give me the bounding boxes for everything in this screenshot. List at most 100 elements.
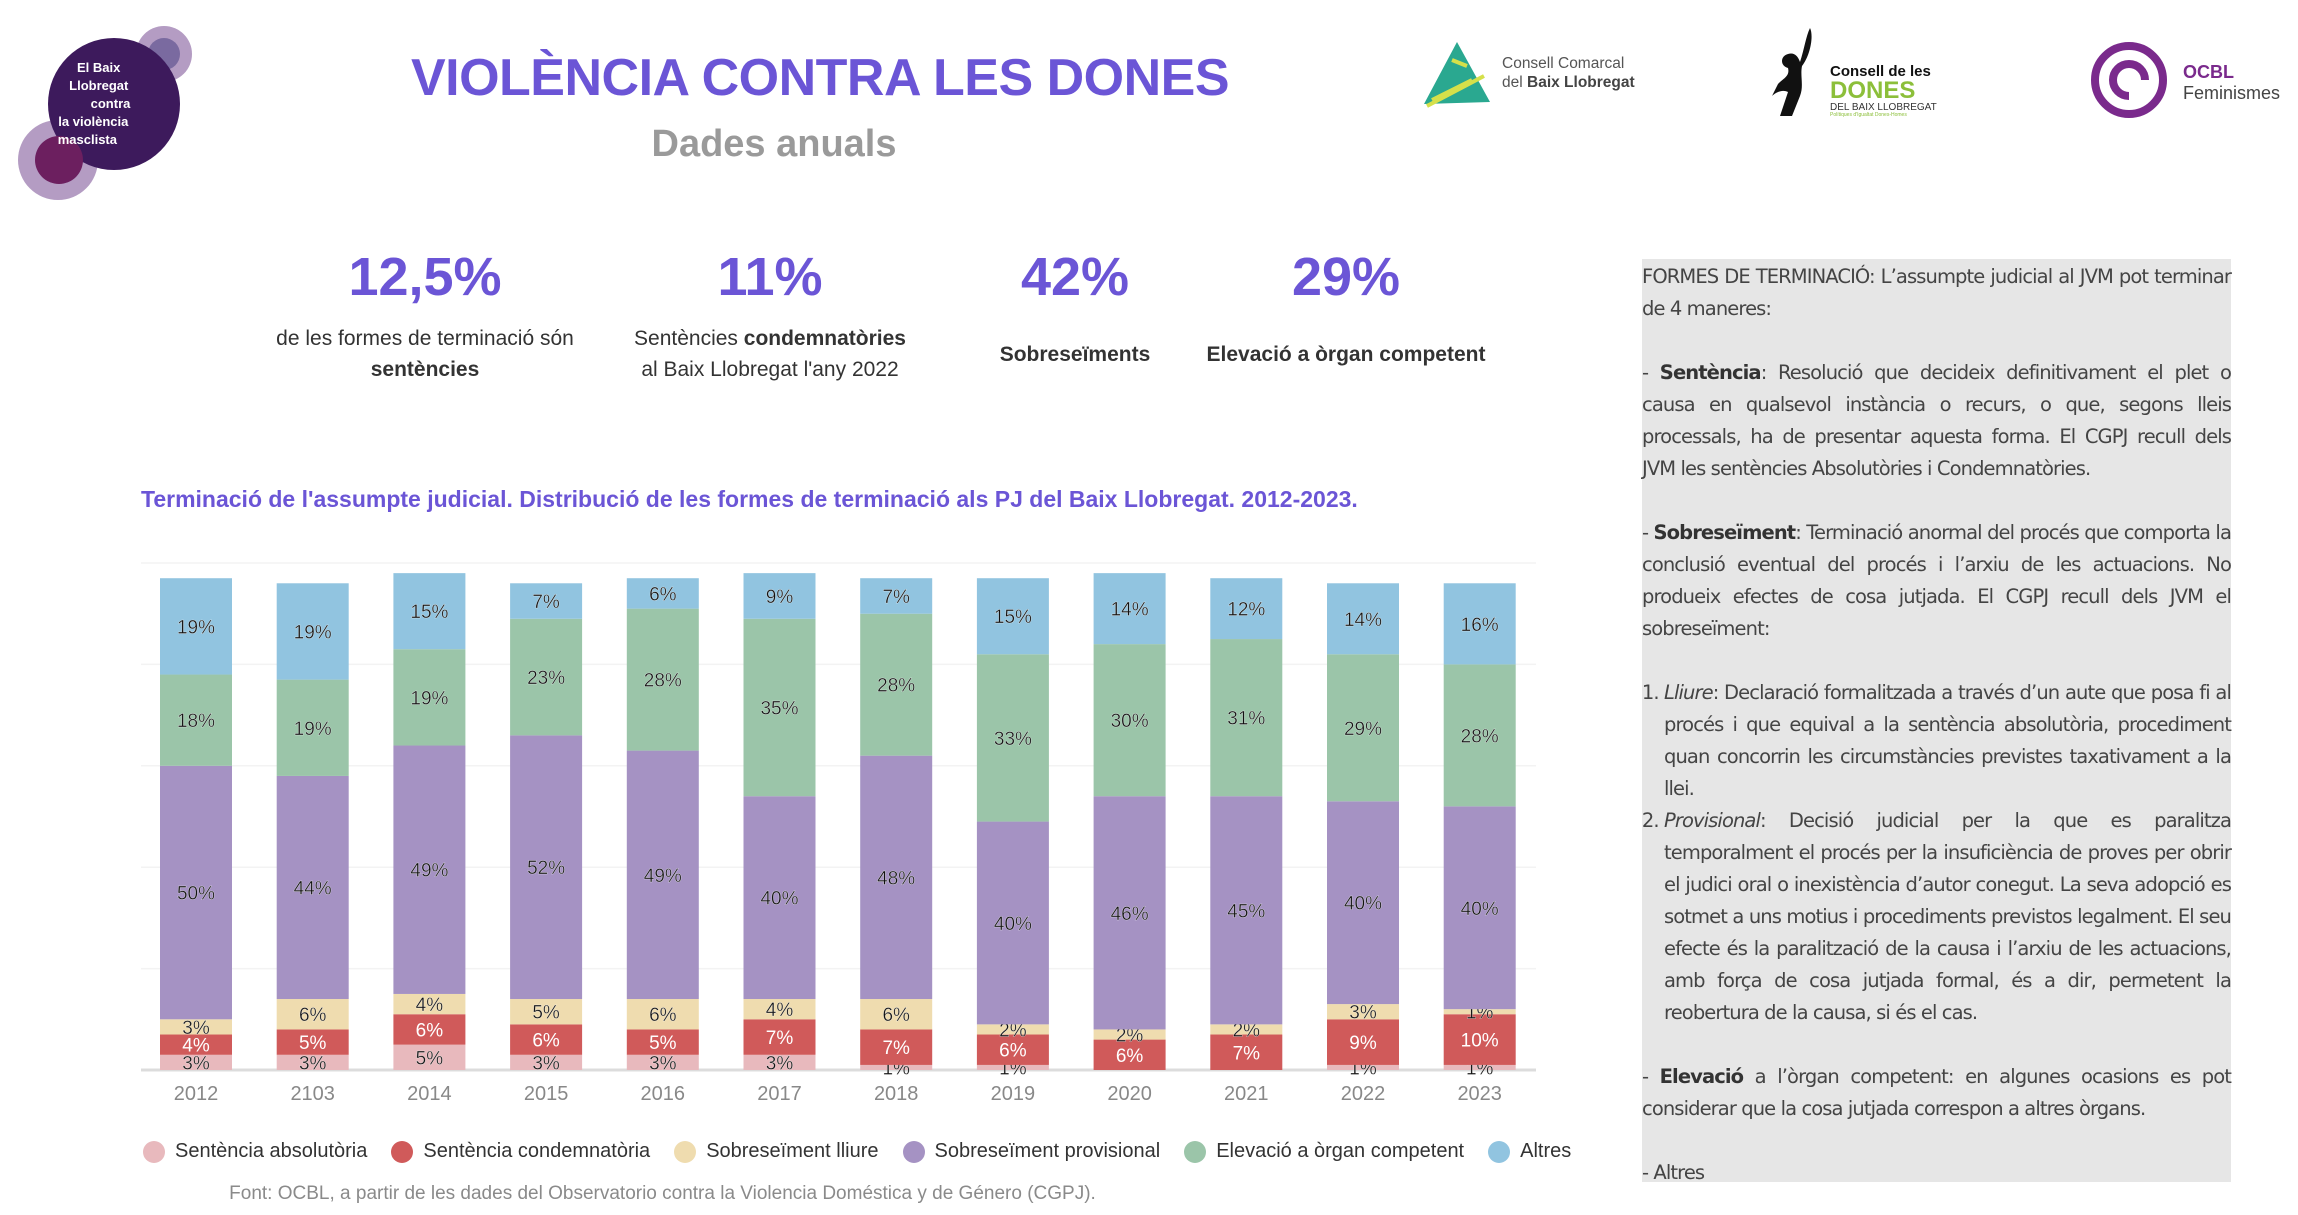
data-label: 19% <box>294 622 332 643</box>
bar-segment <box>1327 1064 1399 1070</box>
data-label: 45% <box>1227 901 1265 922</box>
legend-item: Sobreseïment lliure <box>674 1140 879 1163</box>
stacked-bar-chart: 3%4%3%50%18%19%20123%5%6%44%19%19%21035%… <box>141 562 1536 1105</box>
data-label: 3% <box>766 1053 794 1074</box>
data-label: 40% <box>1344 894 1382 915</box>
bar-segment <box>1210 639 1283 797</box>
panel-altres: - Altres <box>1642 1161 1705 1184</box>
data-label: 4% <box>182 1036 210 1057</box>
data-label: 18% <box>177 711 215 732</box>
bar-segment <box>743 796 816 1000</box>
bar-segment <box>743 1019 816 1055</box>
data-label: 3% <box>182 1053 210 1074</box>
stat-label: al Baix Llobregat l'any 2022 <box>641 358 899 381</box>
bar-segment <box>1093 644 1166 797</box>
x-tick-label: 2021 <box>1224 1083 1269 1105</box>
bar-segment <box>1093 1029 1166 1040</box>
bar-segment <box>160 1034 232 1055</box>
logo-text-line: El Baix <box>77 60 121 75</box>
data-label: 52% <box>527 858 565 879</box>
stat-value: 29% <box>1291 247 1401 307</box>
bar-segment <box>976 578 1049 655</box>
bar-segment <box>510 1054 583 1070</box>
bar-segment <box>860 1029 933 1065</box>
data-label: 5% <box>532 1003 560 1024</box>
data-label: 6% <box>416 1020 444 1041</box>
bar-segment <box>1443 806 1516 1010</box>
stat-label-bold: sentències <box>370 358 480 381</box>
bar-segment <box>160 578 232 675</box>
bar-segment <box>1327 583 1399 655</box>
chart-source: Font: OCBL, a partir de les dades del Ob… <box>229 1183 1096 1204</box>
stat-value: 11% <box>717 247 823 307</box>
data-label: 7% <box>532 592 560 613</box>
stat-label-bold: Elevació a òrgan competent <box>1206 343 1486 366</box>
data-label: 6% <box>532 1031 560 1052</box>
data-label: 28% <box>644 671 682 692</box>
legend-item: Altres <box>1488 1140 1571 1163</box>
x-tick-label: 2014 <box>407 1083 452 1105</box>
term-sentencia: Sentència <box>1659 361 1762 384</box>
data-label: 14% <box>1344 610 1382 631</box>
logo-text-line: Llobregat <box>69 78 129 93</box>
stat-label: Sentències <box>634 327 744 350</box>
legend-swatch-icon <box>143 1140 165 1163</box>
bar-segment <box>1093 1039 1166 1070</box>
data-label: 40% <box>994 914 1032 935</box>
data-label: 6% <box>882 1005 910 1026</box>
panel-elevacio: - Elevació a l’òrgan competent: en algun… <box>1642 1065 2232 1120</box>
data-label: 28% <box>1461 726 1499 747</box>
x-tick-label: 2103 <box>290 1083 335 1105</box>
bar-segment <box>743 999 816 1020</box>
data-label: 9% <box>766 587 794 608</box>
bar-segment <box>1327 1004 1399 1020</box>
bar-segment <box>393 745 466 994</box>
bar-segment <box>860 613 933 756</box>
stat-elevacio: 29% Elevació a òrgan competent <box>1176 245 1516 370</box>
definition-text: : Decisió judicial per la que es paralit… <box>1664 809 2232 1024</box>
data-label: 2% <box>1233 1020 1261 1041</box>
sobreseiment-types-list: Lliure: Declaració formalitzada a través… <box>1642 677 2232 1029</box>
data-label: 7% <box>1233 1043 1261 1064</box>
data-label: 23% <box>527 668 565 689</box>
data-label: 4% <box>416 995 444 1016</box>
x-tick-label: 2017 <box>757 1083 802 1105</box>
data-label: 7% <box>882 1038 910 1059</box>
bar-segment <box>393 1014 466 1045</box>
definition-text: : Resolució que decideix definitivament … <box>1642 361 2232 480</box>
chart-title: Terminació de l'assumpte judicial. Distr… <box>141 486 1358 512</box>
list-item-lliure: Lliure: Declaració formalitzada a través… <box>1664 677 2232 805</box>
data-label: 16% <box>1461 615 1499 636</box>
bar-segment <box>510 735 583 1000</box>
bar-segment <box>1327 654 1399 802</box>
data-label: 7% <box>766 1028 794 1049</box>
stat-label: de les formes de terminació són <box>276 327 574 350</box>
legend-swatch-icon <box>902 1140 925 1163</box>
bar-segment <box>1327 1019 1399 1065</box>
bar-segment <box>1443 1014 1516 1065</box>
data-label: 3% <box>299 1053 327 1074</box>
data-label: 2% <box>1116 1026 1144 1047</box>
bar-segment <box>510 1024 583 1055</box>
bar-segment <box>160 674 232 766</box>
bar-segment <box>393 1044 466 1070</box>
legend-swatch-icon <box>1184 1140 1207 1163</box>
panel-intro: FORMES DE TERMINACIÓ: L’assumpte judicia… <box>1642 265 2232 320</box>
legend-item: Sentència absolutòria <box>143 1140 367 1163</box>
x-tick-label: 2012 <box>174 1083 219 1105</box>
data-label: 9% <box>1349 1033 1377 1054</box>
list-item-provisional: Provisional: Decisió judicial per la que… <box>1664 805 2232 1029</box>
legend-label: Altres <box>1520 1140 1572 1162</box>
bar-segment <box>160 765 232 1020</box>
x-tick-label: 2022 <box>1341 1083 1386 1105</box>
bar-segment <box>160 1019 232 1035</box>
data-label: 28% <box>877 676 915 697</box>
logo-text-line: la violència <box>58 114 129 129</box>
bar-segment <box>1210 1034 1283 1070</box>
bar-segment <box>626 578 699 609</box>
logo-line: Feminismes <box>2183 83 2281 103</box>
legend-item: Elevació a òrgan competent <box>1184 1140 1464 1163</box>
logo-line: Consell de les <box>1830 63 1931 80</box>
legend-item: Sobreseïment provisional <box>902 1140 1160 1163</box>
bar-segment <box>276 583 349 680</box>
